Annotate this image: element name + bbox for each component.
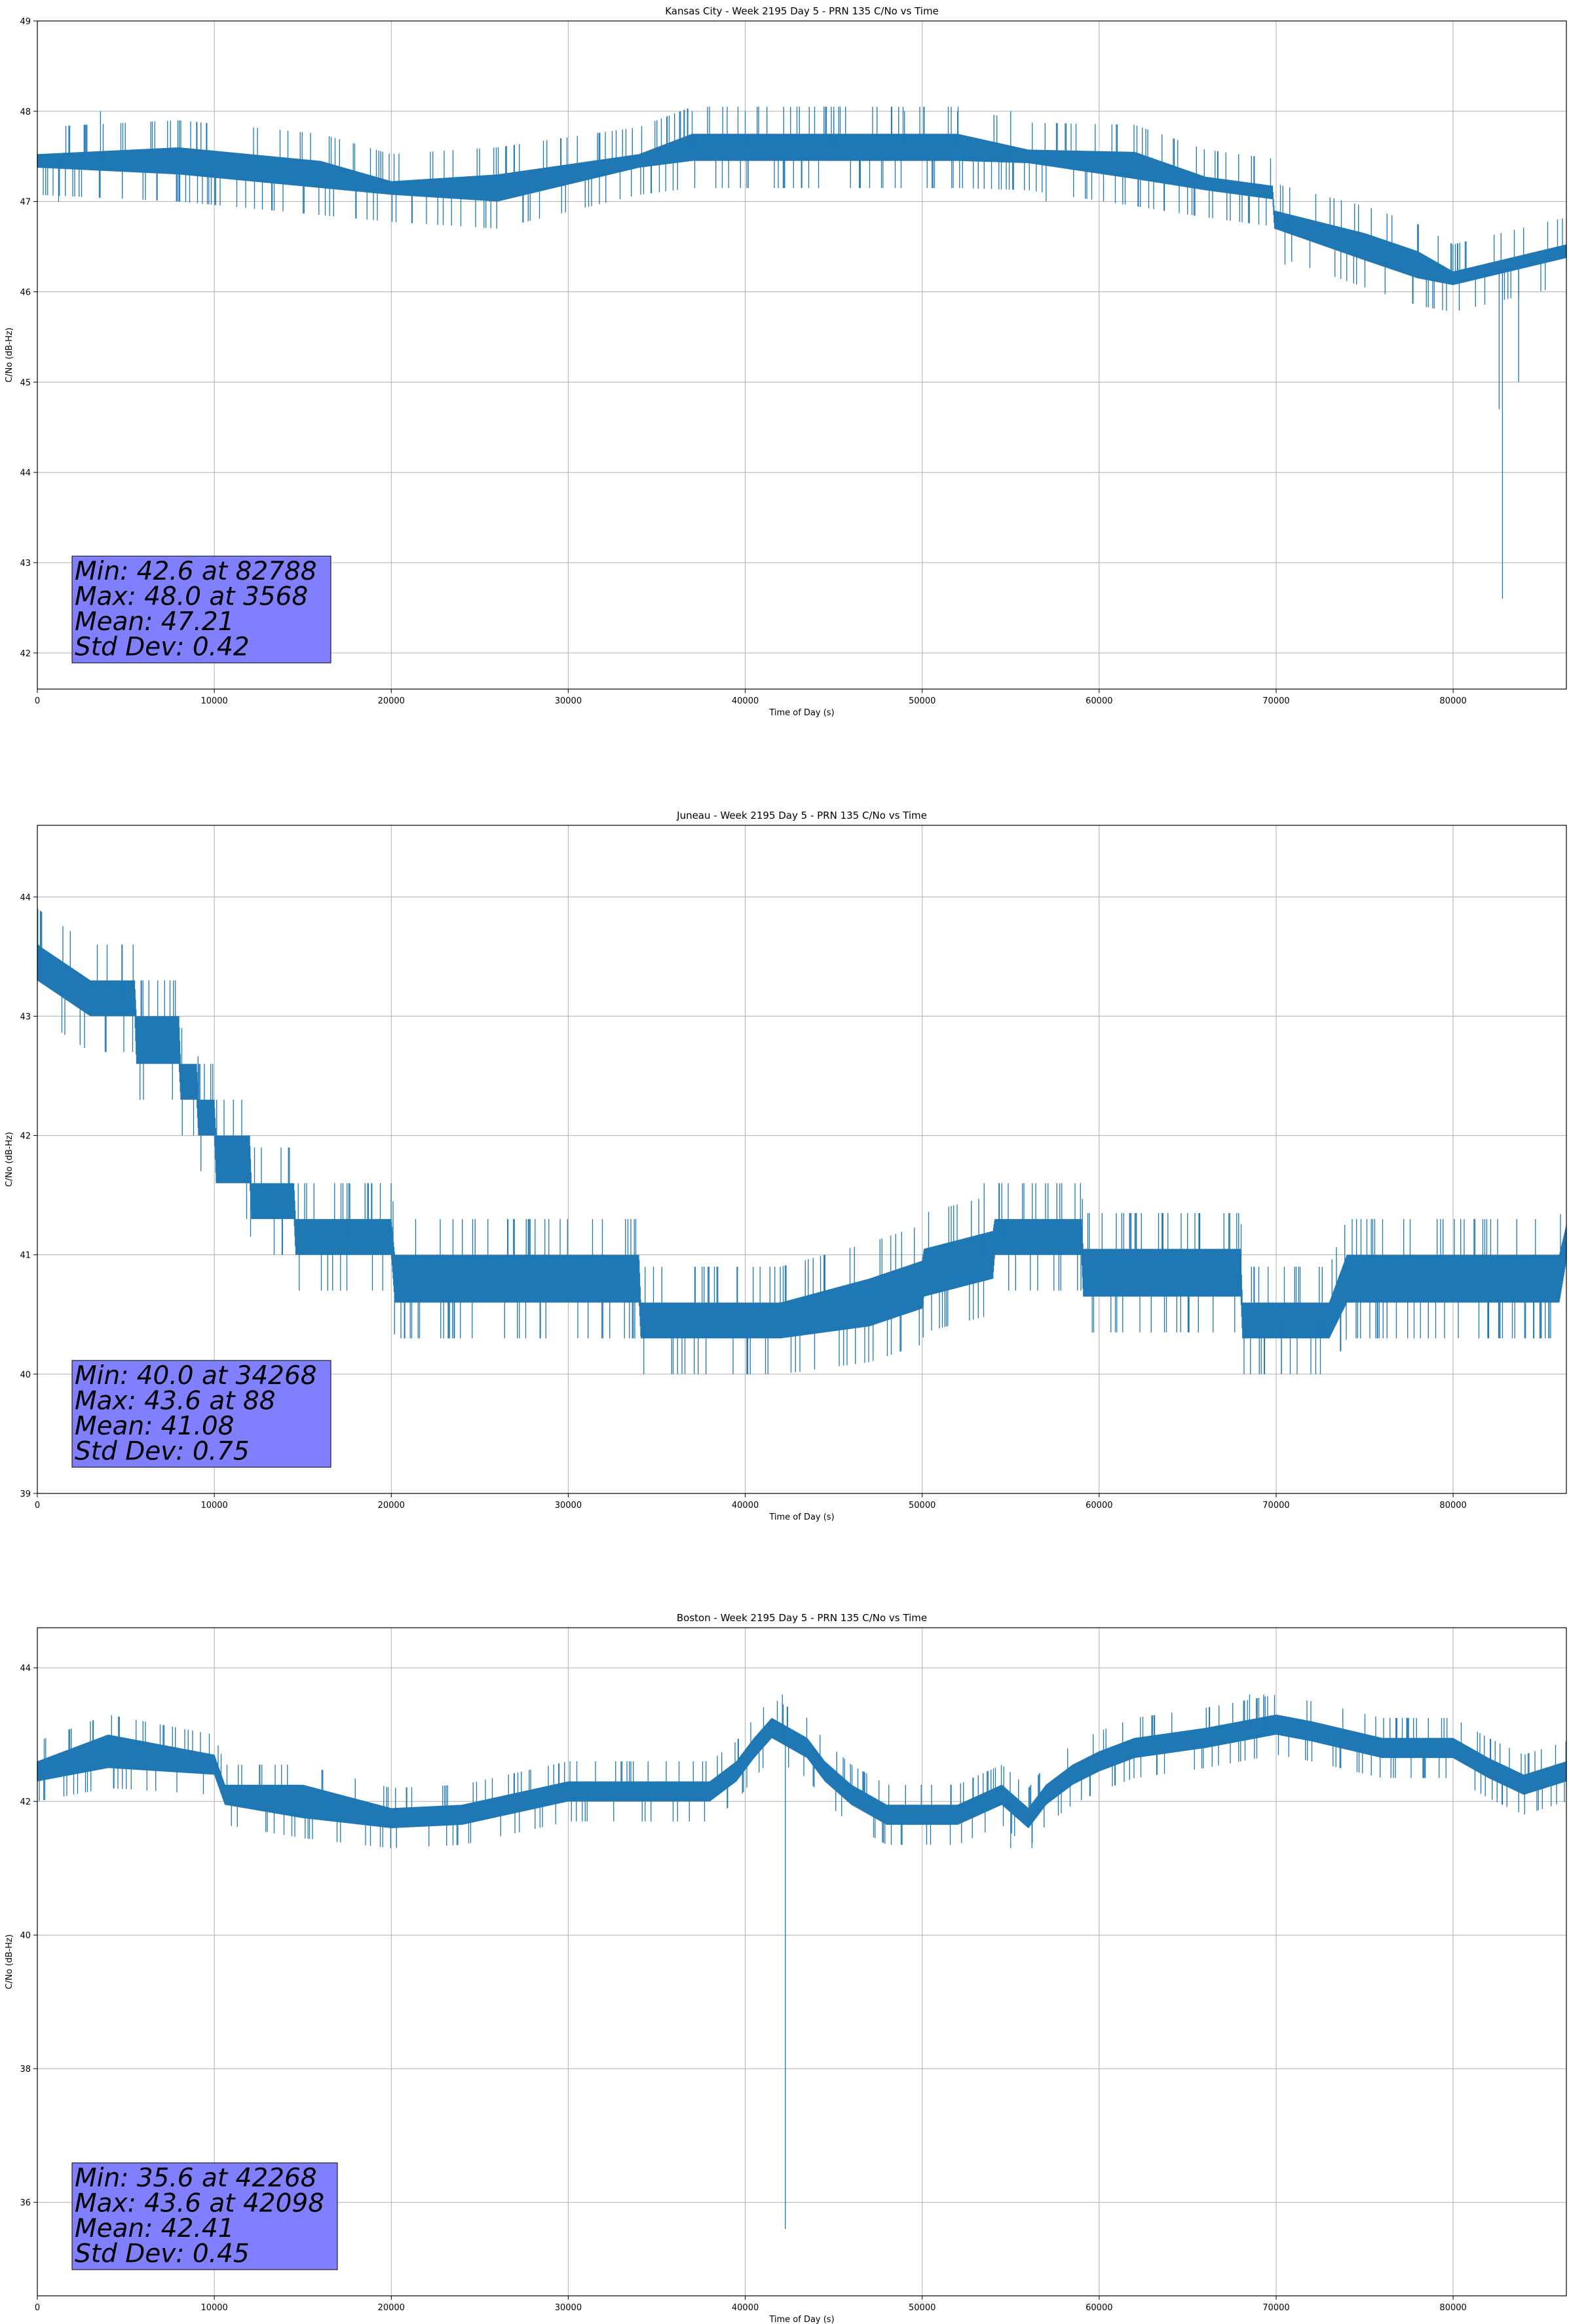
- x-tick-label: 0: [35, 1501, 40, 1510]
- data-series: [37, 106, 1567, 599]
- stat-std-dev: Std Dev: 0.75: [75, 1437, 250, 1467]
- x-tick-label: 50000: [909, 1501, 936, 1510]
- x-tick-label: 20000: [378, 2303, 405, 2313]
- stat-max: Max: 43.6 at 42098: [75, 2189, 324, 2219]
- y-axis-label: C/No (dB-Hz): [5, 1934, 14, 1989]
- grid-lines: [37, 21, 1566, 689]
- x-axis-label: Time of Day (s): [768, 1512, 834, 1522]
- x-tick-label: 0: [35, 2303, 40, 2313]
- plot-frame: [37, 20, 1567, 690]
- stats-box: Min: 35.6 at 42268 Max: 43.6 at 42098 Me…: [71, 2162, 338, 2270]
- stat-std-dev: Std Dev: 0.42: [75, 633, 250, 662]
- axis-ticks: 0 10000 20000 30000 40000 50000 60000 70000 8000…: [20, 893, 1466, 1510]
- x-tick-label: 30000: [555, 2303, 582, 2313]
- stat-mean: Mean: 47.21: [75, 607, 234, 637]
- y-tick-label: 44: [20, 468, 31, 478]
- stat-std-dev: Std Dev: 0.45: [75, 2240, 250, 2269]
- chart-title: Boston - Week 2195 Day 5 - PRN 135 C/No …: [677, 1612, 927, 1624]
- x-tick-label: 70000: [1262, 2303, 1289, 2313]
- axis-ticks: 0 10000 20000 30000 40000 50000 60000 70000 8000…: [20, 17, 1466, 706]
- y-tick-label: 41: [20, 1251, 31, 1261]
- x-tick-label: 80000: [1439, 2303, 1466, 2313]
- stats-box: Min: 42.6 at 82788 Max: 48.0 at 3568 Mea…: [71, 555, 331, 664]
- y-tick-label: 36: [20, 2198, 31, 2208]
- y-tick-label: 42: [20, 649, 31, 659]
- y-axis-label: C/No (dB-Hz): [5, 328, 14, 383]
- x-tick-label: 80000: [1439, 696, 1466, 706]
- y-tick-label: 38: [20, 2065, 31, 2074]
- plot-frame: [37, 825, 1567, 1494]
- chart-title: Juneau - Week 2195 Day 5 - PRN 135 C/No …: [676, 810, 927, 821]
- y-tick-label: 39: [20, 1490, 31, 1499]
- chart-title: Kansas City - Week 2195 Day 5 - PRN 135 …: [665, 5, 939, 17]
- stat-min: Min: 40.0 at 34268: [75, 1361, 317, 1391]
- chart-boston: 0 10000 20000 30000 40000 50000 60000 70000 8000…: [5, 1612, 1567, 2324]
- x-tick-label: 20000: [378, 696, 405, 706]
- stat-mean: Mean: 42.41: [75, 2214, 234, 2243]
- y-tick-label: 48: [20, 107, 31, 117]
- x-tick-label: 50000: [909, 696, 936, 706]
- stat-min: Min: 35.6 at 42268: [75, 2164, 317, 2193]
- x-tick-label: 0: [35, 696, 40, 706]
- y-tick-label: 44: [20, 1664, 31, 1674]
- y-tick-label: 40: [20, 1931, 31, 1941]
- y-tick-label: 45: [20, 378, 31, 388]
- stats-box-background: [71, 2162, 338, 2270]
- stat-max: Max: 43.6 at 88: [75, 1387, 276, 1416]
- y-tick-label: 47: [20, 198, 31, 208]
- x-tick-label: 80000: [1439, 1501, 1466, 1510]
- x-tick-label: 10000: [200, 696, 227, 706]
- chart-juneau: 0 10000 20000 30000 40000 50000 60000 70000 8000…: [5, 810, 1567, 1522]
- data-series: [37, 1695, 1567, 2229]
- chart-kansas-city: 0 10000 20000 30000 40000 50000 60000 70000 8000…: [5, 5, 1567, 718]
- y-tick-label: 42: [20, 1132, 31, 1142]
- x-axis-label: Time of Day (s): [768, 708, 834, 718]
- axis-ticks: 0 10000 20000 30000 40000 50000 60000 70000 8000…: [20, 1664, 1466, 2313]
- stat-max: Max: 48.0 at 3568: [75, 582, 308, 612]
- x-tick-label: 10000: [200, 1501, 227, 1510]
- x-tick-label: 60000: [1086, 2303, 1112, 2313]
- y-tick-label: 42: [20, 1797, 31, 1807]
- stat-min: Min: 42.6 at 82788: [75, 557, 317, 586]
- y-tick-label: 40: [20, 1370, 31, 1380]
- y-tick-label: 43: [20, 559, 31, 569]
- stat-mean: Mean: 41.08: [75, 1412, 234, 1441]
- x-axis-label: Time of Day (s): [768, 2315, 834, 2324]
- x-tick-label: 60000: [1086, 696, 1112, 706]
- y-axis-label: C/No (dB-Hz): [5, 1132, 14, 1187]
- x-tick-label: 70000: [1262, 1501, 1289, 1510]
- y-tick-label: 46: [20, 288, 31, 298]
- stats-box-background: [71, 1360, 331, 1468]
- x-tick-label: 40000: [732, 2303, 759, 2313]
- series-line: [37, 1695, 1567, 1848]
- series-line: [37, 909, 1567, 1374]
- x-tick-label: 40000: [732, 696, 759, 706]
- x-tick-label: 30000: [555, 696, 582, 706]
- stats-box-background: [71, 555, 331, 664]
- y-tick-label: 44: [20, 893, 31, 903]
- x-tick-label: 10000: [200, 2303, 227, 2313]
- stats-box: Min: 40.0 at 34268 Max: 43.6 at 88 Mean:…: [71, 1360, 331, 1468]
- x-tick-label: 70000: [1262, 696, 1289, 706]
- data-series: [37, 909, 1567, 1374]
- y-tick-label: 49: [20, 17, 31, 27]
- x-tick-label: 30000: [555, 1501, 582, 1510]
- x-tick-label: 20000: [378, 1501, 405, 1510]
- y-tick-label: 43: [20, 1012, 31, 1022]
- x-tick-label: 50000: [909, 2303, 936, 2313]
- plot-frame: [37, 1627, 1567, 2296]
- x-tick-label: 60000: [1086, 1501, 1112, 1510]
- x-tick-label: 40000: [732, 1501, 759, 1510]
- series-line: [37, 106, 1567, 311]
